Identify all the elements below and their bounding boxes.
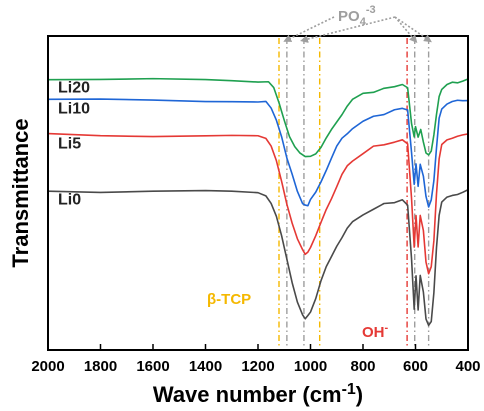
series-label-li0: Li0 <box>58 192 81 209</box>
x-tick-label-1600: 1600 <box>136 358 169 375</box>
annotation-beta-tcp: β-TCP <box>207 291 251 308</box>
series-line-li5 <box>47 132 469 275</box>
y-axis-label: Transmittance <box>8 118 33 267</box>
x-tick-label-800: 800 <box>350 358 375 375</box>
reference-lines <box>278 38 430 348</box>
x-tick-label-1000: 1000 <box>294 358 327 375</box>
series-group <box>47 77 469 327</box>
x-tick-label-2000: 2000 <box>31 358 64 375</box>
x-tick-label-400: 400 <box>455 358 480 375</box>
x-axis-ticks: 2000 1800 1600 1400 1200 1000 800 600 400 <box>31 344 481 375</box>
po4-arrow-603 <box>394 16 418 44</box>
series-line-li0 <box>47 189 469 327</box>
po4-arrow-550 <box>394 16 432 43</box>
series-label-li20: Li20 <box>58 80 90 97</box>
x-axis-label: Wave number (cm-1) <box>153 381 363 407</box>
series-line-li20 <box>47 77 469 158</box>
series-line-li10 <box>47 98 469 208</box>
x-tick-label-1200: 1200 <box>241 358 274 375</box>
x-tick-label-1400: 1400 <box>189 358 222 375</box>
annotation-oh: OH- <box>362 322 389 341</box>
x-tick-label-1800: 1800 <box>84 358 117 375</box>
po4-arrows <box>283 16 432 44</box>
annotation-po4: PO4-3 <box>338 4 376 28</box>
po4-arrow-1090 <box>283 16 335 42</box>
series-label-li10: Li10 <box>58 101 90 118</box>
series-labels: Li20 Li10 Li5 Li0 <box>58 80 90 209</box>
x-tick-label-600: 600 <box>403 358 428 375</box>
series-label-li5: Li5 <box>58 136 81 153</box>
